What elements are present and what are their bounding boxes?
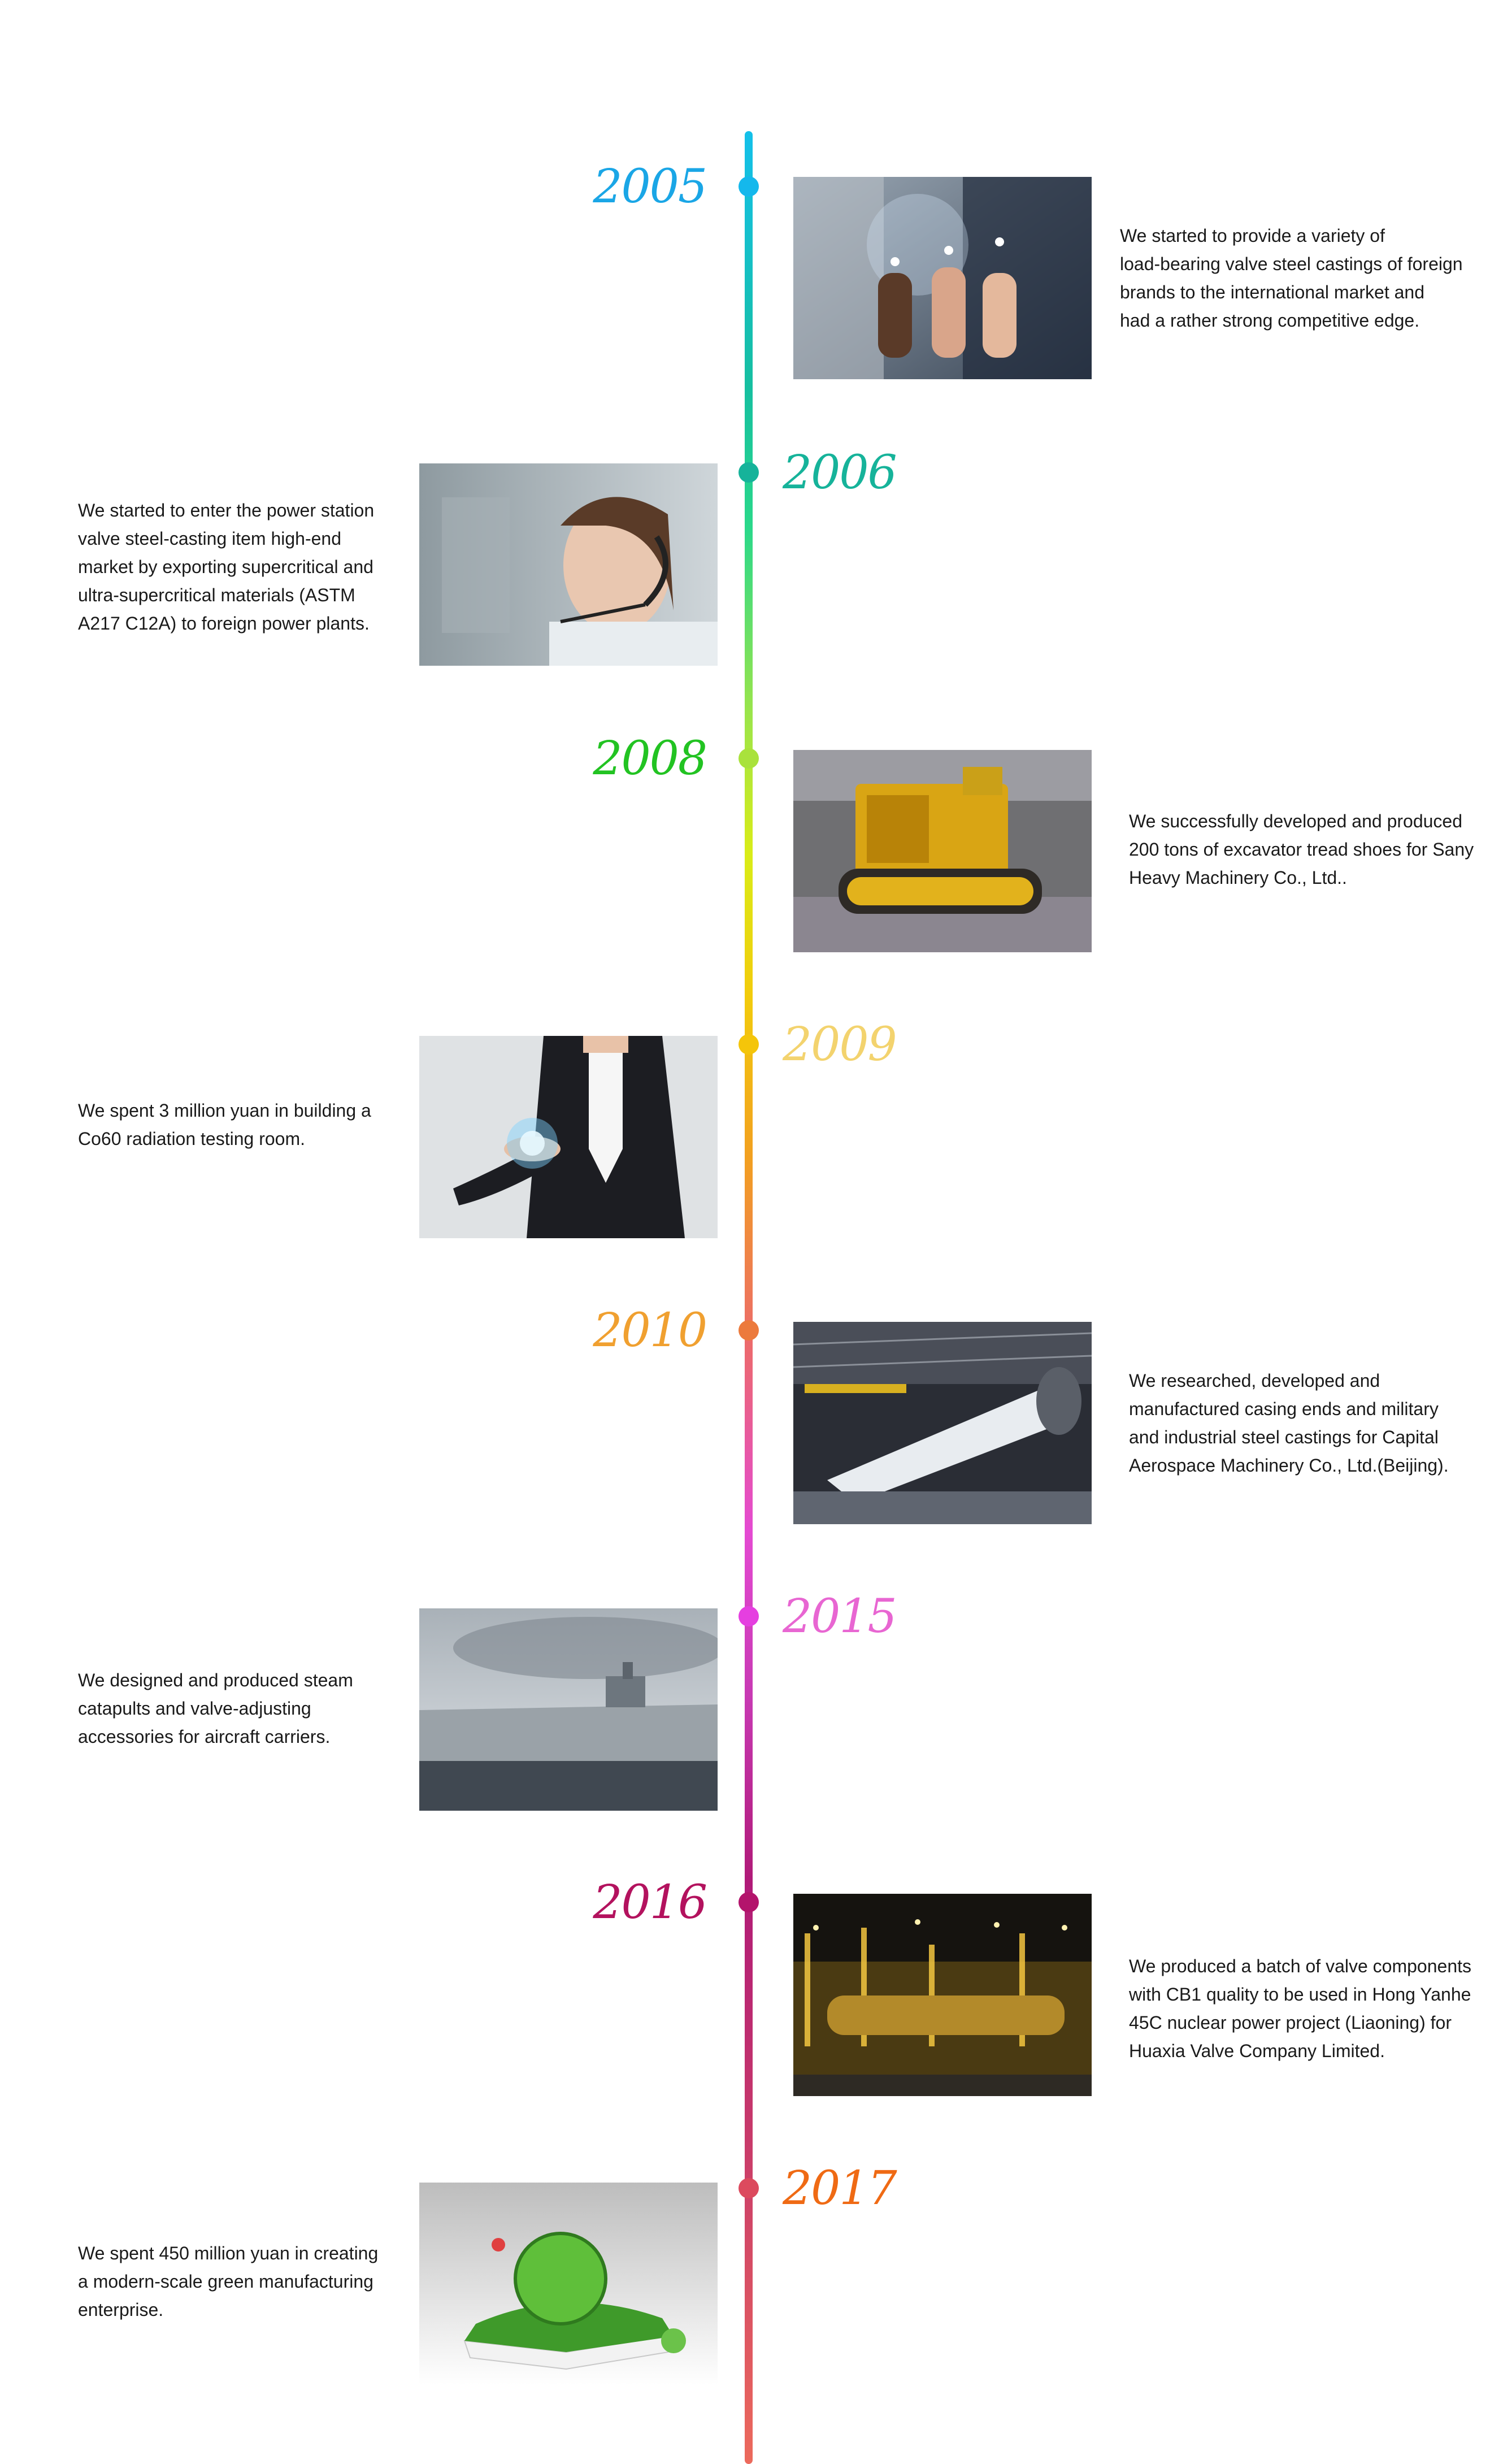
aerospace-hangar-rocket-photo	[793, 1322, 1092, 1524]
timeline-dot-2005	[739, 176, 759, 197]
year-label-2009: 2009	[783, 1018, 897, 1072]
timeline-dot-2008	[739, 748, 759, 769]
year-label-2015: 2015	[783, 1590, 897, 1643]
aircraft-carrier-photo	[419, 1608, 718, 1811]
nuclear-plant-night-photo	[793, 1894, 1092, 2096]
customer-service-headset-woman-photo	[419, 463, 718, 666]
year-label-2017: 2017	[783, 2162, 897, 2215]
entry-description-2006: We started to enter the power station va…	[78, 500, 375, 634]
timeline-dot-2009	[739, 1034, 759, 1055]
thumbs-up-business-people-photo	[793, 177, 1092, 379]
entry-description-2008: We successfully developed and produced 2…	[1129, 811, 1474, 888]
year-label-2010: 2010	[593, 1304, 707, 1357]
timeline-dot-2017	[739, 2178, 759, 2198]
green-book-globe-photo	[419, 2183, 718, 2385]
year-label-2008: 2008	[593, 732, 707, 786]
timeline-line	[745, 131, 753, 2464]
timeline-dot-2006	[739, 462, 759, 483]
timeline-dot-2015	[739, 1606, 759, 1626]
entry-description-2017: We spent 450 million yuan in creating a …	[78, 2243, 379, 2320]
entry-description-2009: We spent 3 million yuan in building a Co…	[78, 1100, 371, 1149]
timeline-dot-2016	[739, 1892, 759, 1912]
golden-bulldozer-photo	[793, 750, 1092, 952]
entry-description-2016: We produced a batch of valve components …	[1129, 1956, 1471, 2061]
businessman-glowing-hand-photo	[419, 1036, 718, 1238]
timeline-dot-2010	[739, 1320, 759, 1341]
entry-description-2005: We started to provide a variety of load-…	[1120, 225, 1463, 331]
entry-description-2010: We researched, developed and manufacture…	[1129, 1370, 1449, 1476]
year-label-2016: 2016	[593, 1876, 707, 1929]
entry-description-2015: We designed and produced steam catapults…	[78, 1670, 353, 1747]
year-label-2006: 2006	[783, 446, 897, 500]
year-label-2005: 2005	[593, 160, 707, 214]
